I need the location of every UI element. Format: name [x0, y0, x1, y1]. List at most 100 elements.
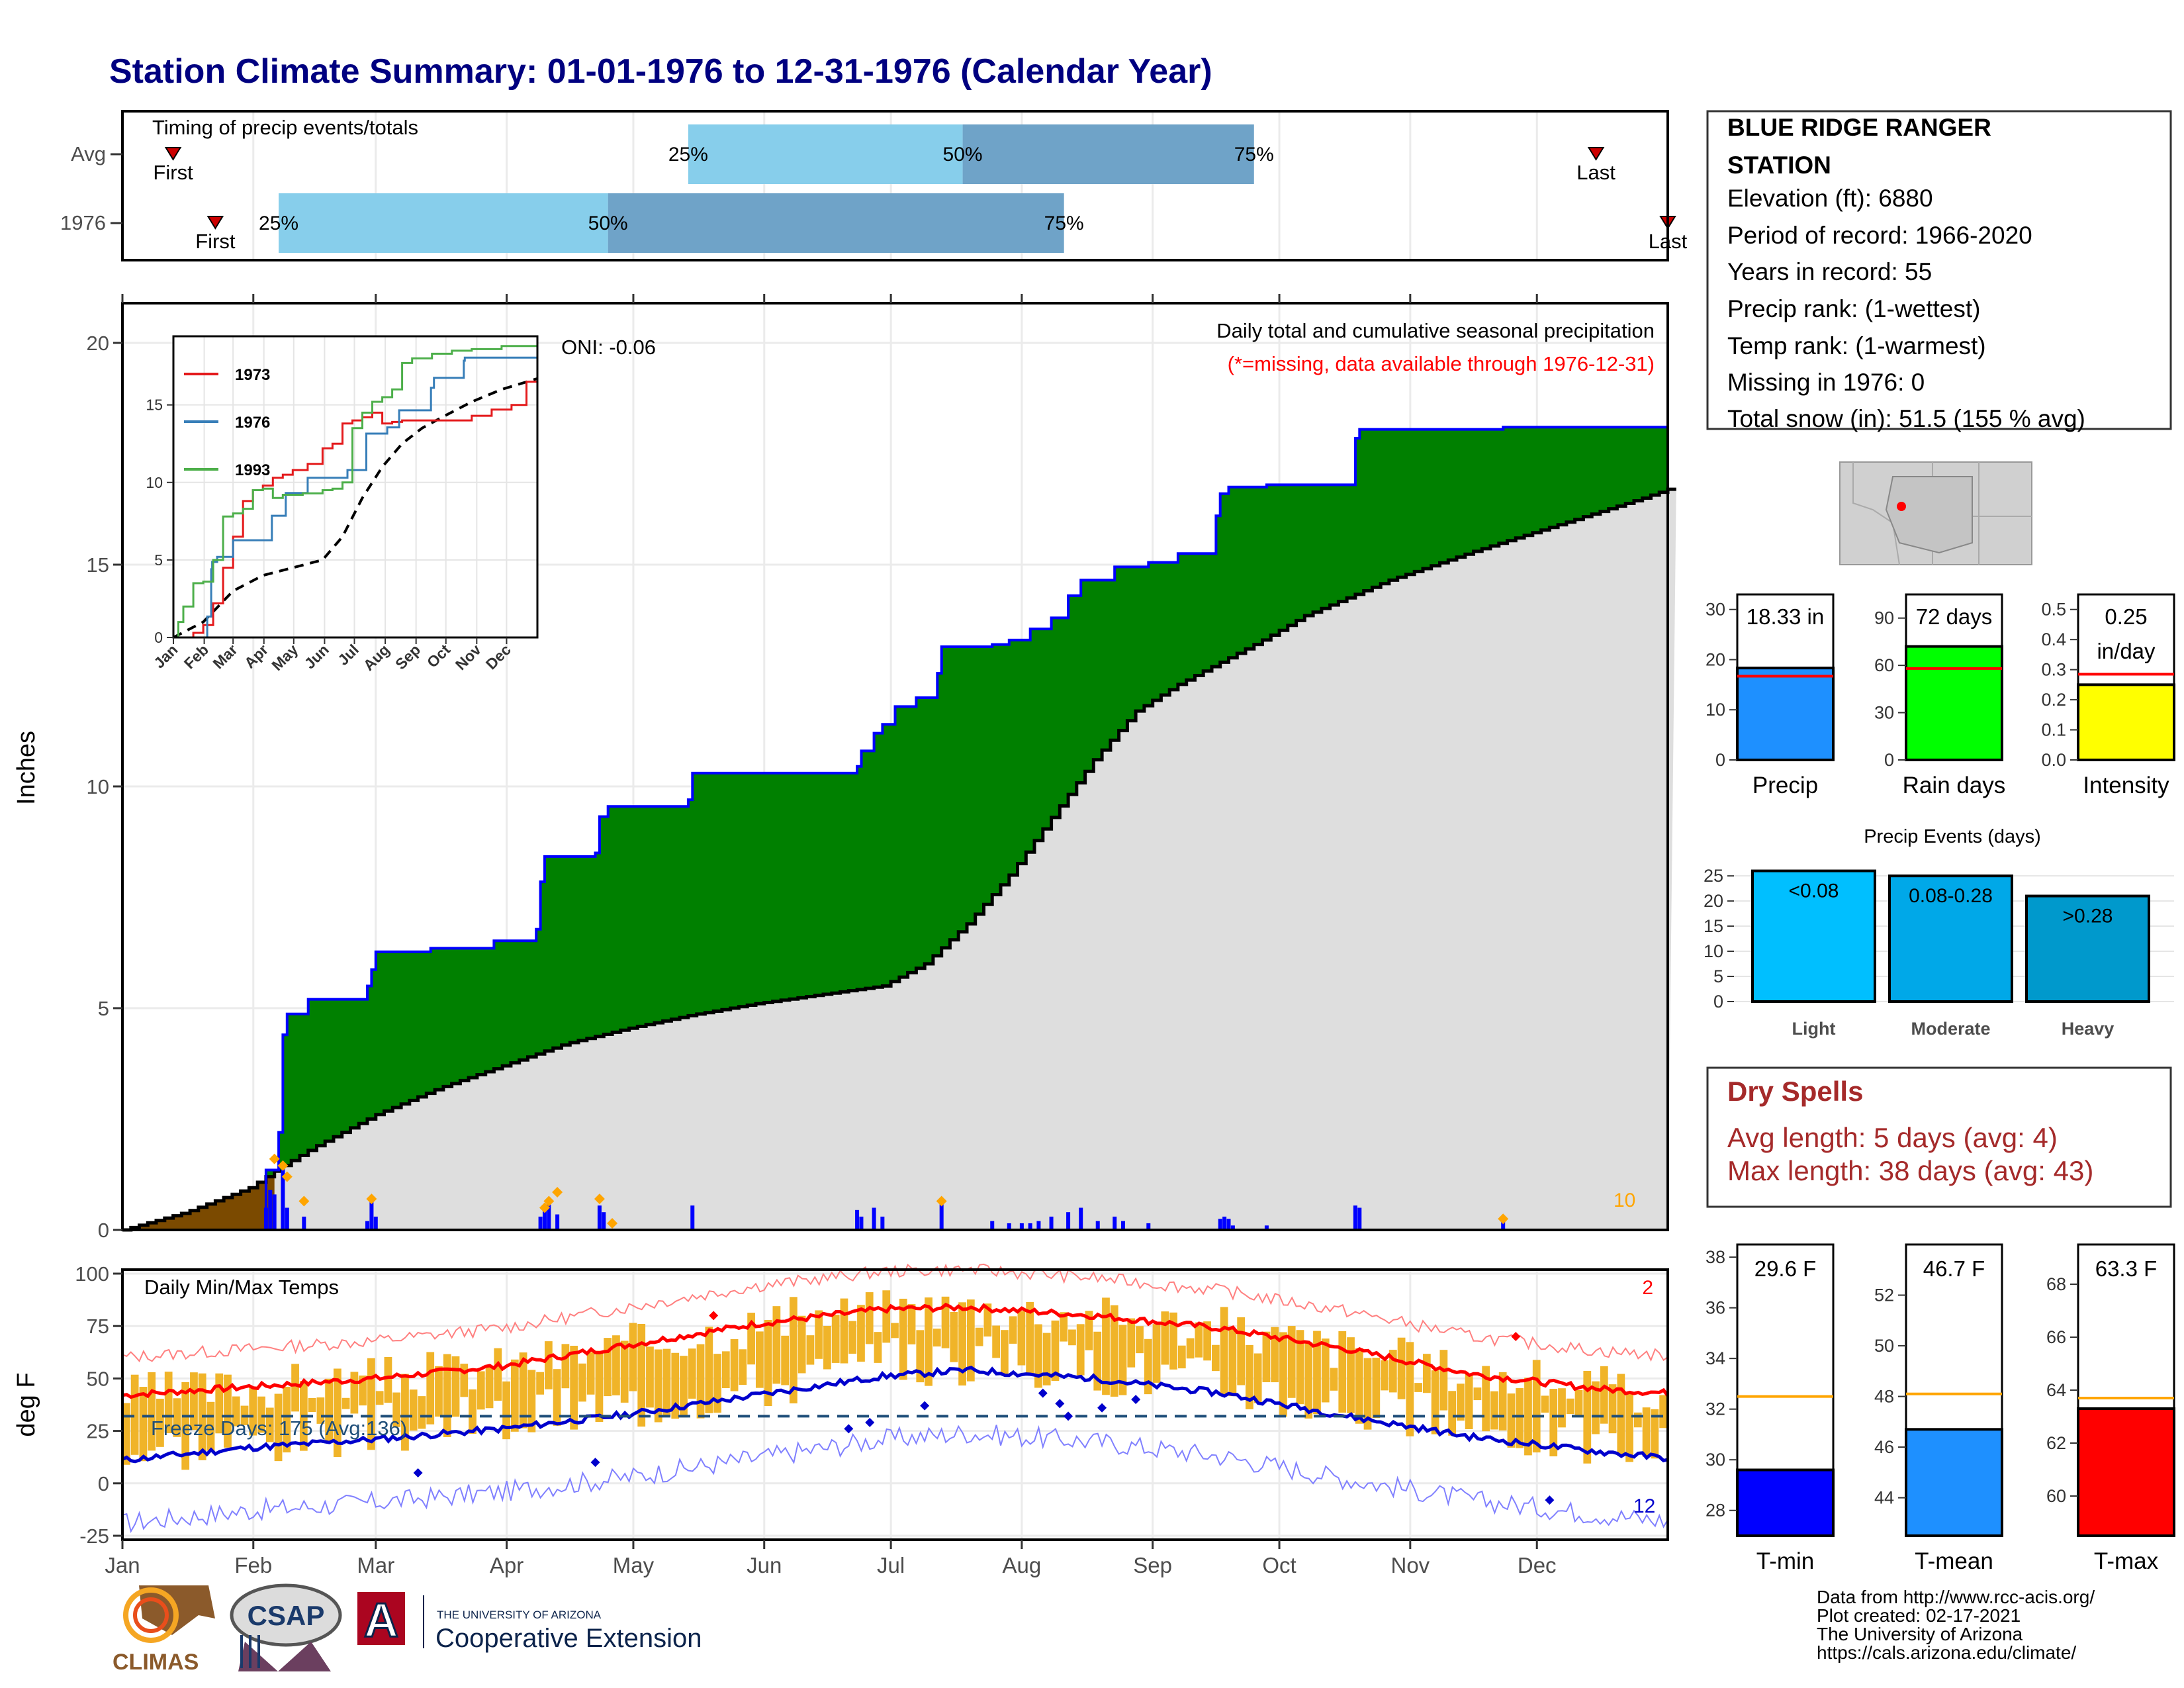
temp-corner-top: 2 — [1642, 1277, 1653, 1299]
record-max-line — [122, 1263, 1668, 1363]
temp-range-bar — [755, 1331, 764, 1388]
inset-series-1976 — [173, 353, 539, 639]
ua-logo: A THE UNIVERSITY OF ARIZONA Cooperative … — [357, 1592, 702, 1653]
ua-small-text: THE UNIVERSITY OF ARIZONA — [437, 1609, 602, 1621]
temp-summary-t-mean-axis-label: T-mean — [1915, 1548, 1993, 1574]
credits: Data from http://www.rcc-acis.org/ Plot … — [1817, 1587, 2095, 1663]
record-min-line — [122, 1425, 1668, 1533]
climas-logo-text: CLIMAS — [113, 1650, 199, 1675]
station-elevation: Elevation (ft): 6880 — [1727, 185, 1933, 212]
temp-range-bar — [882, 1290, 891, 1343]
temp-range-bar — [586, 1352, 595, 1395]
temp-range-bar — [1118, 1325, 1127, 1395]
temp-range-bar — [130, 1374, 139, 1455]
month-label: Sep — [1133, 1553, 1172, 1577]
timing-pct-label: 25% — [259, 212, 298, 234]
temp-summary-t-min-tick-label: 38 — [1706, 1247, 1725, 1267]
temp-range-bar — [1388, 1350, 1397, 1393]
daily-precip-bar — [597, 1205, 602, 1230]
temp-range-bar — [359, 1375, 367, 1406]
temp-range-bar — [1271, 1327, 1279, 1383]
temp-range-bar — [1220, 1307, 1228, 1395]
temp-range-bar — [1152, 1324, 1161, 1383]
temp-range-bar — [1169, 1312, 1177, 1370]
temp-summary-t-mean-tick-label: 48 — [1874, 1387, 1894, 1407]
timing-marker-label: First — [195, 230, 236, 253]
temp-range-bar — [1406, 1342, 1414, 1436]
temp-summary-t-min-tick-label: 32 — [1706, 1399, 1725, 1419]
precip-chart-title: Daily total and cumulative seasonal prec… — [1216, 319, 1655, 342]
temp-range-bar — [519, 1352, 527, 1429]
temp-record-marker — [1055, 1399, 1065, 1409]
temp-range-bar — [983, 1303, 992, 1337]
temp-summary-t-mean: 44 46 48 50 52 46.7 F T-mean — [1874, 1243, 2003, 1574]
event-marker — [607, 1217, 618, 1229]
event-markers — [269, 1153, 1509, 1229]
inset-y-tick-label: 5 — [154, 551, 163, 569]
temp-range-bar — [249, 1386, 257, 1436]
temp-range-bar — [1498, 1372, 1507, 1430]
precip-corner-count: 10 — [1614, 1190, 1635, 1211]
temp-range-bar — [173, 1398, 181, 1437]
timing-pct-label: 25% — [668, 144, 708, 165]
month-label: Jan — [105, 1553, 140, 1577]
temp-range-bar — [232, 1396, 240, 1427]
temp-range-bar — [1608, 1384, 1617, 1434]
temp-record-marker — [1097, 1403, 1107, 1413]
temp-range-bar — [705, 1327, 713, 1413]
temp-range-bar — [1211, 1344, 1220, 1372]
temp-range-bar — [350, 1372, 359, 1414]
temp-summary-t-mean-tick-label: 50 — [1874, 1336, 1894, 1356]
temp-summary-t-mean-tick-label: 44 — [1874, 1488, 1894, 1508]
inset-normal-line — [173, 377, 538, 639]
temp-range-bar — [215, 1373, 224, 1434]
temp-range-bar — [1338, 1331, 1347, 1413]
summary-bar-precip-bar — [1736, 667, 1835, 761]
temp-range-bar — [1203, 1321, 1211, 1361]
inset-series — [173, 344, 539, 639]
temp-range-bar — [1026, 1301, 1034, 1375]
temp-range-bar — [1625, 1392, 1633, 1462]
temp-range-bar — [1076, 1324, 1085, 1376]
temp-range-bar — [1355, 1348, 1363, 1424]
events-tick-label: 25 — [1704, 866, 1723, 886]
temp-summary-t-min-bar — [1736, 1468, 1835, 1537]
precip-y-label: Inches — [13, 731, 40, 805]
daily-precip-bar — [855, 1209, 860, 1230]
temp-range-bar — [1017, 1311, 1026, 1366]
temp-record-marker — [1545, 1495, 1555, 1505]
month-label: Jun — [747, 1553, 782, 1577]
temp-y-tick-label: 25 — [87, 1420, 109, 1443]
temp-summary-t-min-value-label: 29.6 F — [1754, 1256, 1817, 1281]
temp-range-bar — [477, 1371, 485, 1410]
temp-record-marker — [844, 1424, 854, 1434]
summary-bar-rain-days: 0 30 60 90 72 days Rain days — [1874, 593, 2005, 798]
temp-record-marker — [1064, 1411, 1073, 1421]
inset-legend-label: 1993 — [235, 461, 270, 479]
temp-range-bar — [950, 1311, 958, 1362]
temp-range-bar — [1321, 1338, 1330, 1403]
daily-precip-bar — [263, 1207, 268, 1230]
location-map — [1839, 461, 2032, 565]
temp-summary-t-max-value-label: 63.3 F — [2095, 1256, 2158, 1281]
temp-range-bar — [502, 1381, 510, 1440]
temp-range-bar — [443, 1354, 451, 1438]
temp-range-bar — [1566, 1398, 1574, 1415]
inset-y-tick-label: 0 — [154, 629, 163, 646]
summary-bar-rain-days-value-label: 72 days — [1916, 604, 1993, 629]
temp-range-bar — [925, 1297, 933, 1386]
temp-range-bar — [790, 1297, 797, 1404]
temp-range-bar — [578, 1363, 586, 1402]
event-marker — [269, 1153, 280, 1164]
month-label: Jul — [877, 1553, 905, 1577]
temp-range-bar — [1034, 1324, 1042, 1388]
temp-range-bar — [620, 1340, 629, 1403]
temp-range-bar — [1051, 1320, 1060, 1382]
event-marker — [936, 1196, 947, 1207]
temp-summary-t-max-bar — [2077, 1407, 2175, 1537]
summary-bar-intensity-tick-label: 0.5 — [2041, 600, 2066, 620]
summary-bar-precip-tick-label: 0 — [1715, 750, 1725, 770]
temp-range-bar — [1490, 1391, 1498, 1430]
temp-range-bar — [612, 1335, 620, 1395]
